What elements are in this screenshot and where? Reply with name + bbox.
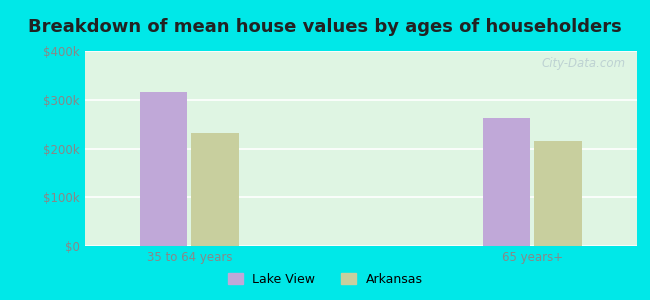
Legend: Lake View, Arkansas: Lake View, Arkansas [222, 268, 428, 291]
Bar [483, 118, 530, 246]
Text: City-Data.com: City-Data.com [542, 57, 626, 70]
Bar [534, 141, 582, 246]
Bar [140, 92, 187, 246]
Bar [191, 133, 239, 246]
Text: Breakdown of mean house values by ages of householders: Breakdown of mean house values by ages o… [28, 18, 622, 36]
